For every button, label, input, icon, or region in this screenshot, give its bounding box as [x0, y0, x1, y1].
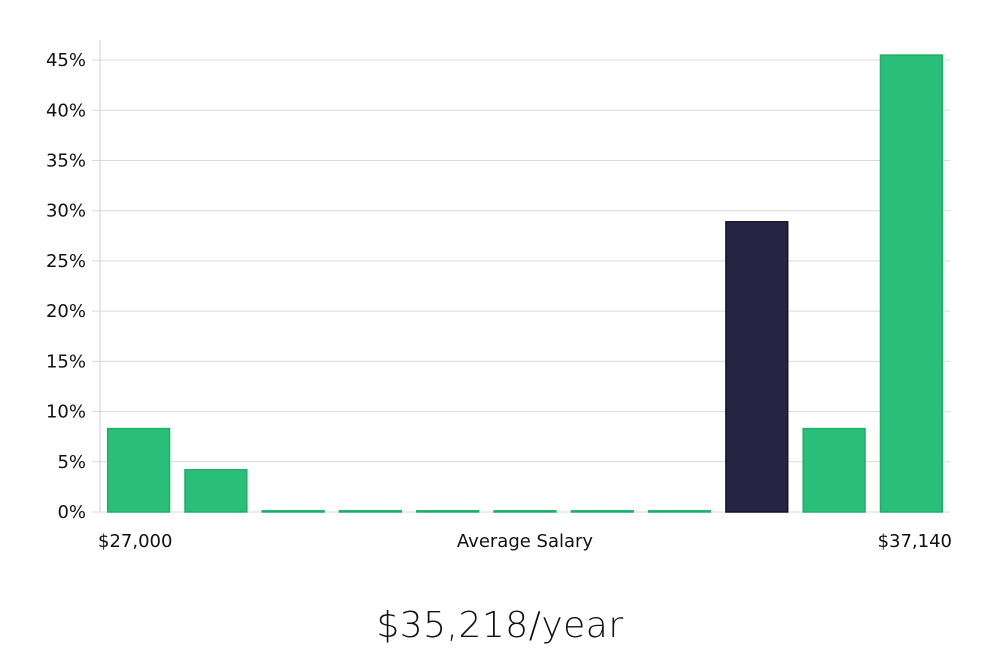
bars	[106, 54, 944, 513]
y-tick-label: 30%	[46, 201, 86, 222]
bar	[493, 510, 557, 513]
bar-highlighted	[725, 221, 789, 513]
y-tick-label: 20%	[46, 301, 86, 322]
average-salary-headline: $35,218/year	[376, 605, 624, 646]
x-axis-title: Average Salary	[457, 531, 594, 552]
x-end-label: $37,140	[878, 531, 952, 552]
bar	[647, 510, 712, 513]
y-tick-label: 45%	[46, 50, 86, 71]
y-tick-label: 35%	[46, 151, 86, 172]
bar	[802, 427, 866, 513]
y-tick-label: 0%	[57, 502, 86, 523]
y-tick-label: 40%	[46, 100, 86, 121]
x-start-label: $27,000	[98, 531, 172, 552]
bar	[570, 510, 634, 513]
bar	[338, 510, 403, 513]
y-tick-label: 15%	[46, 351, 86, 372]
y-tick-label: 5%	[57, 452, 86, 473]
y-tick-label: 10%	[46, 402, 86, 423]
bar	[879, 54, 944, 513]
bar	[106, 427, 171, 513]
bar	[261, 510, 325, 513]
histogram-svg: 0% 5% 10% 15% 20% 25% 30% 35% 40% 45% $27,000 Ave…	[46, 40, 952, 552]
y-tick-labels: 0% 5% 10% 15% 20% 25% 30% 35% 40% 45%	[46, 50, 86, 523]
bar	[184, 469, 248, 513]
y-tick-label: 25%	[46, 251, 86, 272]
bar	[416, 510, 480, 513]
